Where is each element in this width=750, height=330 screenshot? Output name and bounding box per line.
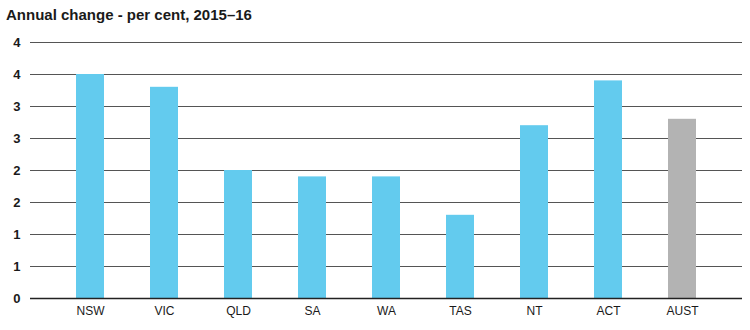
svg-text:2: 2 (13, 163, 20, 178)
html-text:Annual change - per cent, 2015: Annual change - per cent, 2015–16 (6, 6, 252, 23)
svg-text:NT: NT (527, 304, 544, 318)
svg-text:WA: WA (377, 304, 396, 318)
svg-text:SA: SA (304, 304, 320, 318)
svg-text:VIC: VIC (154, 304, 174, 318)
svg-text:QLD: QLD (226, 304, 251, 318)
svg-text:ACT: ACT (597, 304, 622, 318)
svg-text:TAS: TAS (449, 304, 471, 318)
svg-text:4: 4 (13, 35, 21, 50)
svg-text:4: 4 (13, 67, 21, 82)
svg-text:1: 1 (13, 259, 20, 274)
svg-text:1: 1 (13, 227, 20, 242)
svg-text:AUST: AUST (666, 304, 699, 318)
svg-text:0: 0 (13, 291, 20, 306)
svg-text:3: 3 (13, 99, 20, 114)
svg-text:3: 3 (13, 131, 20, 146)
svg-text:2: 2 (13, 195, 20, 210)
svg-text:NSW: NSW (77, 304, 106, 318)
